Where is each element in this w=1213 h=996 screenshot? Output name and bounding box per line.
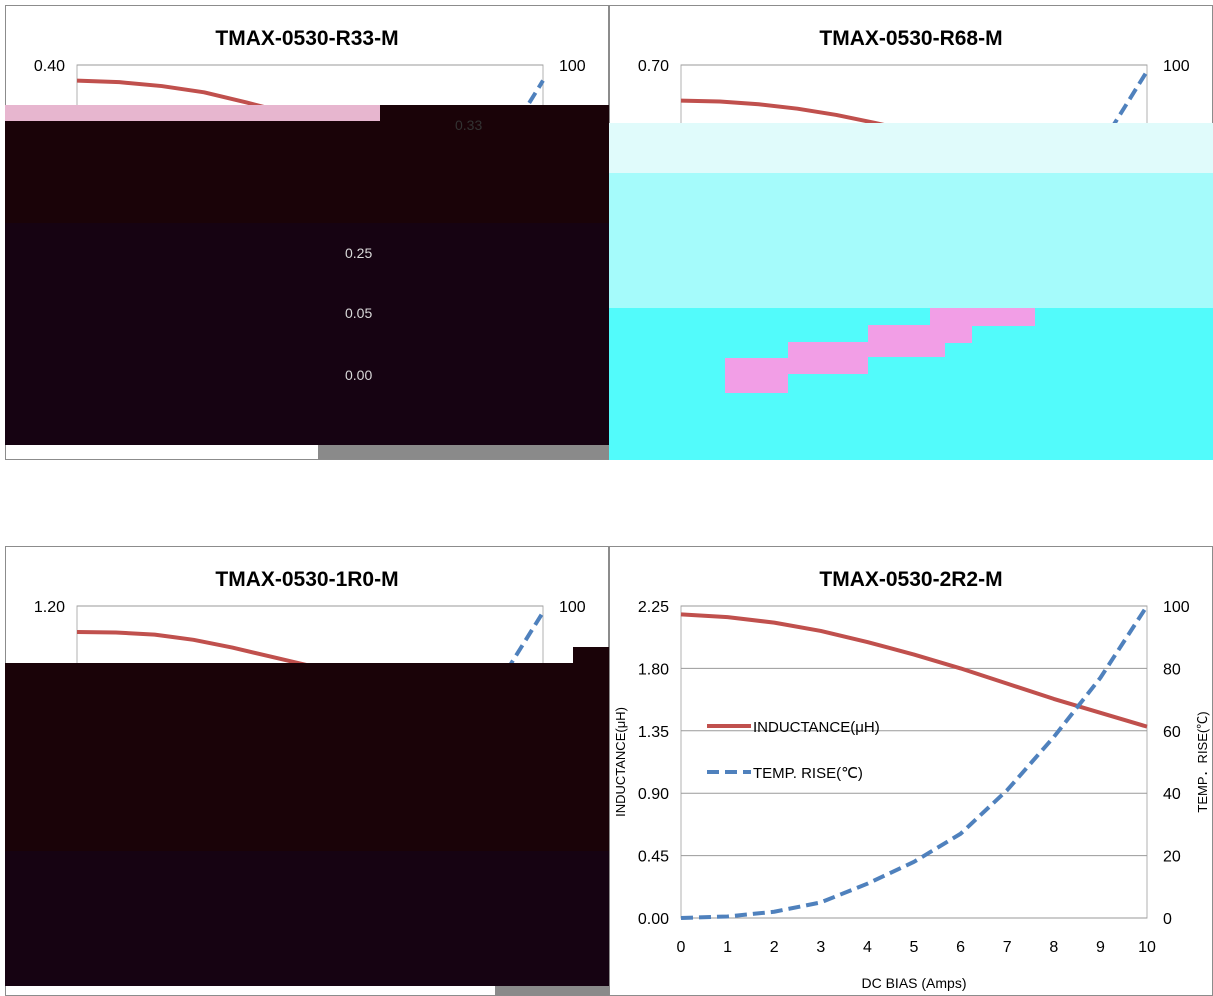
y-right-axis-label: TEMP．RISE(℃): [1195, 711, 1210, 812]
y-right-tick-label: 0: [1163, 911, 1172, 928]
legend-label-temp: TEMP. RISE(℃): [753, 765, 863, 782]
corrupt-region-label: 0.25: [345, 245, 373, 261]
x-tick-label: 9: [1096, 939, 1105, 956]
corrupt-block-bl-right: [573, 647, 609, 667]
corrupt-block-tl-bottom: [5, 223, 609, 445]
y-right-tick-label: 100: [1163, 58, 1190, 75]
corrupt-strip-tl-top: [5, 105, 380, 121]
corrupt-bar-tl-bottom: [318, 445, 609, 459]
corrupt-block-bl-top: [5, 663, 609, 851]
corrupt-magenta-step-4: [930, 308, 972, 343]
chart-title: TMAX-0530-2R2-M: [819, 568, 1002, 591]
corrupt-magenta-step-1: [725, 358, 788, 393]
y-left-axis-label: INDUCTANCE(μH): [613, 707, 628, 817]
y-right-tick-label: 20: [1163, 849, 1181, 866]
y-left-tick-label: 0.90: [638, 786, 669, 803]
chart-title: TMAX-0530-1R0-M: [215, 568, 398, 591]
chart-panel-2r2: TMAX-0530-2R2-M 0.00 0.45 0.90 1.35 1.80 2.25 0…: [609, 546, 1213, 996]
corrupt-cyan-light-tr: [609, 173, 1213, 308]
legend-label-inductance: INDUCTANCE(μH): [753, 719, 880, 736]
y-left-tick-label: 0.70: [638, 58, 669, 75]
y-left-tick-label: 1.20: [34, 599, 65, 616]
x-tick-label: 0: [677, 939, 686, 956]
y-left-tick-label: 0.00: [638, 911, 669, 928]
x-tick-label: 8: [1049, 939, 1058, 956]
y-left-tick-label: 0.45: [638, 849, 669, 866]
y-right-tick-label: 100: [1163, 599, 1190, 616]
corrupt-block-bl-bottom: [5, 851, 609, 986]
x-tick-label: 10: [1138, 939, 1156, 956]
temp-rise-series-line: [680, 604, 1149, 920]
y-left-tick-label: 0.40: [34, 58, 65, 75]
corrupt-region-label: 0.00: [345, 367, 373, 383]
x-tick-label: 5: [910, 939, 919, 956]
x-tick-label: 1: [723, 939, 732, 956]
x-tick-label: 7: [1003, 939, 1012, 956]
y-right-tick-label: 100: [559, 58, 586, 75]
x-tick-label: 2: [770, 939, 779, 956]
inductance-series-line: [680, 612, 1148, 729]
y-left-tick-label: 1.80: [638, 661, 669, 678]
corrupt-block-tl-top: [5, 105, 609, 223]
y-right-tick-label: 40: [1163, 786, 1181, 803]
corrupt-region-label: 0.05: [345, 305, 373, 321]
x-tick-label: 6: [956, 939, 965, 956]
x-tick-label: 3: [816, 939, 825, 956]
chart-title: TMAX-0530-R68-M: [819, 27, 1002, 50]
corrupt-bar-bl-bottom: [495, 986, 609, 996]
corrupt-pale-tr: [609, 123, 1213, 173]
y-right-tick-label: 100: [559, 599, 586, 616]
x-tick-label: 4: [863, 939, 872, 956]
y-left-tick-label: 2.25: [638, 599, 669, 616]
y-left-tick-label: 1.35: [638, 724, 669, 741]
corrupt-region-label: 0.33: [455, 117, 483, 133]
y-right-tick-label: 60: [1163, 724, 1181, 741]
corrupt-magenta-step-2: [788, 342, 868, 374]
x-axis-label: DC BIAS (Amps): [861, 975, 966, 991]
corrupt-magenta-step-5: [970, 308, 1035, 326]
chart-title: TMAX-0530-R33-M: [215, 27, 398, 50]
y-right-tick-label: 80: [1163, 661, 1181, 678]
